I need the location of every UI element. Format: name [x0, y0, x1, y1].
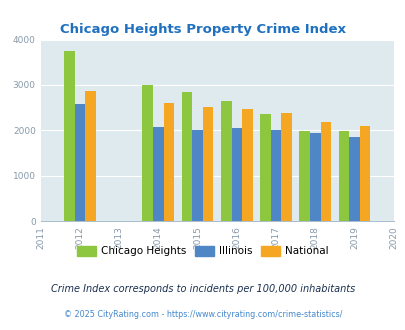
Bar: [85, 91, 96, 221]
Bar: [281, 113, 291, 221]
Bar: [192, 130, 202, 221]
Text: Chicago Heights Property Crime Index: Chicago Heights Property Crime Index: [60, 23, 345, 36]
Bar: [231, 128, 241, 221]
Bar: [270, 130, 281, 221]
Bar: [241, 110, 252, 221]
Bar: [299, 131, 309, 221]
Bar: [64, 51, 75, 221]
Bar: [220, 101, 231, 221]
Bar: [163, 103, 174, 221]
Text: © 2025 CityRating.com - https://www.cityrating.com/crime-statistics/: © 2025 CityRating.com - https://www.city…: [64, 311, 341, 319]
Bar: [181, 92, 192, 221]
Legend: Chicago Heights, Illinois, National: Chicago Heights, Illinois, National: [73, 242, 332, 260]
Bar: [348, 137, 359, 221]
Bar: [309, 133, 320, 221]
Text: Crime Index corresponds to incidents per 100,000 inhabitants: Crime Index corresponds to incidents per…: [51, 284, 354, 294]
Bar: [153, 127, 163, 221]
Bar: [142, 84, 153, 221]
Bar: [320, 122, 330, 221]
Bar: [75, 104, 85, 221]
Bar: [260, 114, 270, 221]
Bar: [359, 126, 369, 221]
Bar: [338, 131, 348, 221]
Bar: [202, 107, 213, 221]
